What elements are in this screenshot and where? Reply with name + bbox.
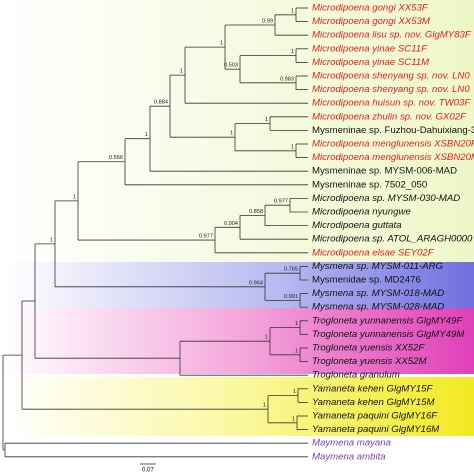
support-value: 1 [220,41,223,47]
leaf-label: Trogloneta yuensis XX52F [312,343,425,354]
leaf-label: Microdipoena shenyang sp. nov. LN0 [312,71,470,82]
support-value: 1 [295,321,298,327]
leaf-label: Yamaneta kehen GlgMY15F [312,383,433,394]
leaf-label: Microdipoena zhulin sp. nov. GX02F [312,111,467,122]
support-value: 0.99 [262,18,273,24]
leaf-label: Microdipoena gongi XX53M [312,16,430,27]
support-value: 1 [145,132,148,138]
clade-band [3,0,474,262]
support-value: 0.858 [249,209,263,215]
support-value: 1 [230,131,233,137]
leaf-label: Yamaneta paquini GlgMY16F [312,411,438,422]
support-value: 0.901 [284,294,298,300]
leaf-label: Mysmena sp. MYSM-028-MAD [312,302,444,313]
leaf-label: Mysmena sp. MYSM-011-ARG [312,261,444,272]
leaf-label: Mysmeninae sp. Fuzhou-Dahuixiang-3 [312,125,474,136]
support-value: 0.884 [154,100,168,106]
leaf-label: Microdipoena sp. ATOL_ARAGH0000 [312,234,473,245]
support-value: 1 [292,416,295,422]
support-value: 0.904 [224,221,238,227]
leaf-label: Microdipoena shenyang sp. nov. LN0 [312,84,470,95]
leaf-label: Microdipoena elsae SEY02F [312,247,435,258]
scale-label: 0.07 [142,468,154,474]
leaf-label: Microdipoena nyungwe [312,207,411,218]
leaf-label: Microdipoena yinae SC11M [312,57,429,68]
leaf-label: Maymena ambita [312,451,386,462]
clade-band [3,377,474,436]
leaf-label: Trogloneta yunnanensis GlgMY49M [312,329,464,340]
leaf-label: Yamaneta kehen GlgMY15M [312,397,434,408]
support-value: 0.964 [249,280,263,286]
support-value: 0.977 [274,199,288,205]
leaf-label: Microdipoena sp. MYSM-030-MAD [312,193,460,204]
support-value: 1 [291,144,294,150]
leaf-label: Microdipoena guttata [312,220,402,231]
leaf-label: Microdipoena gongi XX53F [312,3,429,14]
support-value: 1 [293,389,296,395]
support-value: 1 [265,117,268,123]
clade-band [3,262,474,308]
support-value: 1 [73,194,76,200]
leaf-label: Microdipoena menglunensis XSBN20M [312,152,474,163]
branches: 1 0.99 1 0.983 0.503 1 1 1 1 1 0.884 1 0.566 0.977 0.8… [2,7,308,458]
leaf-label: Mysmena sp. MYSM-018-MAD [312,288,444,299]
leaf-label: Maymena mayana [312,438,391,449]
leaf-label: Mysmeninae sp. MYSM-006-MAD [312,166,457,177]
support-value: 1 [291,49,294,55]
support-value: 0.566 [109,155,123,161]
support-value: 1 [291,8,294,14]
leaf-label: Microdipoena menglunensis XSBN20F [312,139,474,150]
support-value: 1 [295,348,298,354]
support-value: 1 [265,335,268,341]
support-value: 1 [180,69,183,75]
support-value: 0.977 [199,234,213,240]
leaf-label: Trogloneta yuensis XX52M [312,356,426,367]
support-value: 1 [263,403,266,409]
support-value: 0.983 [280,76,294,82]
leaf-label: Trogloneta yunnanensis GlgMY49F [312,315,463,326]
leaf-label: Microdipoena yinae SC11F [312,43,428,54]
leaf-label: Microdipoena lisu sp. nov. GlgMY83F [312,30,472,41]
support-value: 0.503 [224,63,238,69]
support-value: 0.765 [284,267,298,273]
leaf-label: Mysmeninae sp. 7502_050 [312,179,427,190]
leaf-label: Yamaneta paquini GlgMY16M [312,424,439,435]
support-value: 1 [50,237,53,243]
leaf-label: Mysmenidae sp. MD2476 [312,275,421,286]
leaf-label: Trogloneta granulum [312,370,400,381]
leaf-label: Microdipoena huisun sp. nov. TW03F [312,98,471,109]
